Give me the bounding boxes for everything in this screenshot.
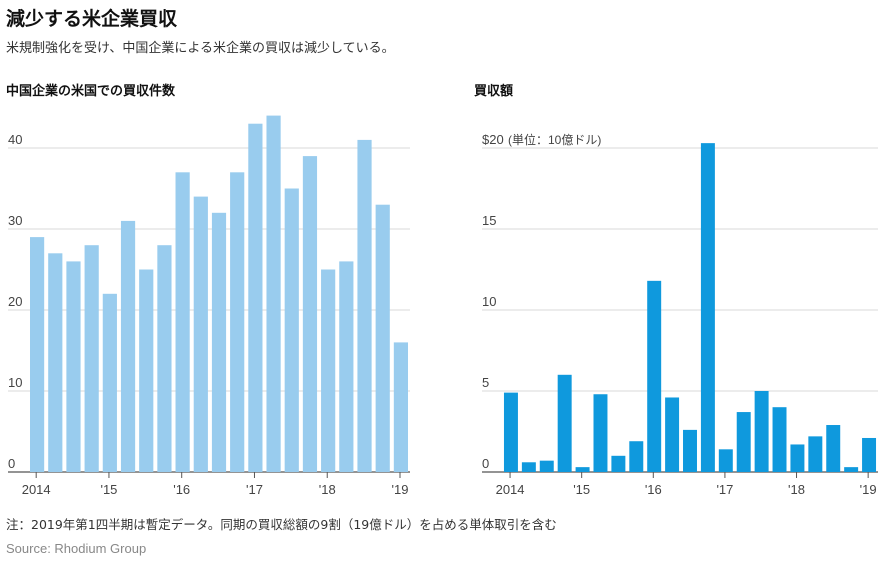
y-tick-label: 10 (8, 375, 22, 390)
x-tick-label: '18 (319, 482, 336, 497)
bar-2015Q4 (157, 245, 172, 472)
bar-2015Q4 (629, 441, 644, 472)
bar-2018Q4 (844, 467, 859, 472)
x-tick-label: '16 (173, 482, 190, 497)
bar-2014Q2 (521, 462, 536, 472)
x-tick-label: '17 (246, 482, 263, 497)
x-tick-label: '18 (788, 482, 805, 497)
y-tick-label: 20 (8, 294, 22, 309)
bar-2014Q2 (48, 253, 63, 472)
x-tick-label: 2014 (496, 482, 525, 497)
bar-2014Q3 (66, 261, 81, 472)
y-tick-label: 30 (8, 213, 22, 228)
bar-2016Q3 (211, 212, 227, 473)
y-tick-label: 40 (8, 132, 22, 147)
value-chart: 0 5 10 15 $20 (単位：10億ドル) 2014 '15 '16 '17 '18 '19 (482, 132, 878, 497)
bar-2019Q1 (393, 342, 408, 472)
page-title: 減少する米企業買収 (6, 8, 178, 30)
bar-2015Q1 (102, 293, 117, 472)
footnote: 注：2019年第1四半期は暫定データ。同期の買収総額の9割（19億ドル）を占める… (6, 517, 557, 532)
bar-2014Q1 (30, 237, 45, 472)
bar-2017Q4 (302, 156, 318, 472)
y-tick-label: 5 (482, 375, 489, 390)
y-tick-label: 0 (8, 456, 15, 471)
unit-label: (単位：10億ドル) (508, 132, 601, 147)
y-tick-label: $20 (482, 132, 504, 147)
bar-2017Q3 (284, 188, 299, 472)
bar-2016Q2 (665, 397, 680, 472)
bar-2017Q1 (718, 449, 733, 472)
bar-2016Q1 (175, 172, 190, 473)
bar-2016Q3 (683, 429, 697, 472)
x-tick-label: '19 (392, 482, 409, 497)
bar-2018Q1 (790, 444, 805, 472)
bar-2018Q3 (357, 139, 372, 472)
bar-2017Q2 (736, 412, 751, 472)
y-tick-label: 15 (482, 213, 496, 228)
bar-2018Q4 (375, 204, 390, 472)
value-chart-title: 買収額 (474, 84, 514, 99)
y-tick-label: 0 (482, 456, 489, 471)
bar-2017Q1 (248, 123, 263, 472)
x-tick-label: 2014 (22, 482, 51, 497)
bar-2017Q4 (772, 407, 787, 472)
bar-2019Q1 (862, 437, 877, 472)
bar-2017Q2 (266, 115, 281, 472)
bar-2016Q4 (230, 172, 245, 473)
x-tick-label: '15 (573, 482, 590, 497)
source-credit: Source: Rhodium Group (6, 541, 147, 556)
bar-2015Q2 (120, 220, 136, 472)
bar-2018Q2 (339, 261, 354, 472)
count-chart-title: 中国企業の米国での買収件数 (6, 84, 176, 99)
bar-2015Q3 (611, 455, 626, 472)
bar-2018Q3 (826, 425, 841, 472)
bar-2018Q2 (808, 436, 823, 472)
bar-2016Q1 (647, 280, 662, 472)
count-chart: 0 10 20 30 40 2014 '15 '16 '17 '18 '19 (8, 115, 410, 497)
bar-2016Q2 (193, 196, 208, 472)
y-tick-label: 10 (482, 294, 496, 309)
bar-2017Q3 (754, 391, 769, 472)
x-tick-label: '17 (716, 482, 733, 497)
bar-2014Q3 (539, 460, 554, 472)
bar-2016Q4 (700, 143, 715, 472)
bar-2015Q2 (593, 394, 608, 472)
bar-2014Q4 (557, 374, 572, 472)
bar-2018Q1 (321, 269, 336, 472)
bar-2014Q4 (84, 245, 99, 472)
x-tick-label: '19 (860, 482, 877, 497)
x-tick-label: '15 (100, 482, 117, 497)
page-subtitle: 米規制強化を受け、中国企業による米企業の買収は減少している。 (6, 41, 395, 56)
bar-2015Q3 (139, 269, 154, 472)
bar-2014Q1 (503, 392, 518, 472)
bar-2015Q1 (575, 467, 590, 472)
x-tick-label: '16 (645, 482, 662, 497)
